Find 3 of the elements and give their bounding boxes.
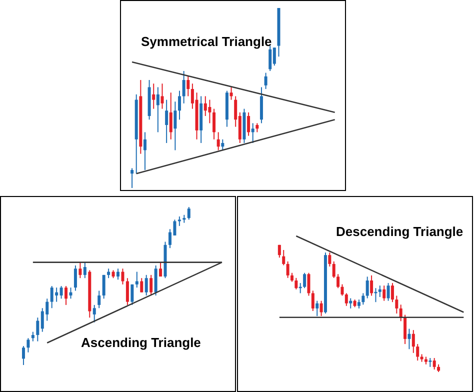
text: Symmetrical Triangle xyxy=(141,34,272,49)
chart-title: Descending Triangle xyxy=(336,224,464,239)
text: Ascending Triangle xyxy=(81,335,201,350)
